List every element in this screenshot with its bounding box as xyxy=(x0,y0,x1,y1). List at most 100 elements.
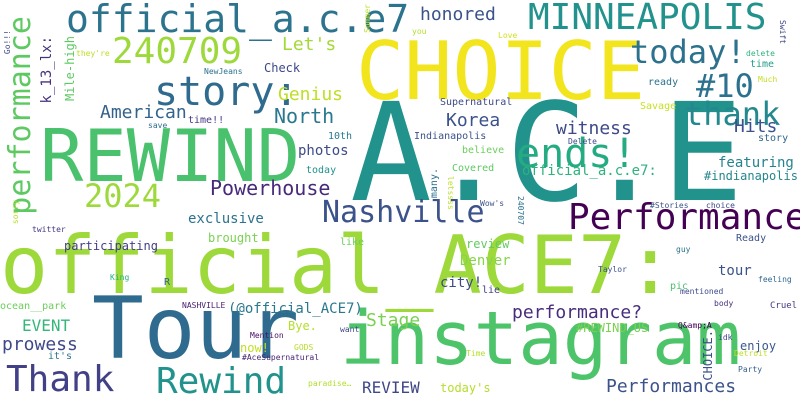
word: enjoy xyxy=(740,339,777,353)
word: feeling xyxy=(758,275,792,284)
word: idk xyxy=(718,333,733,342)
word: k_13_lx: xyxy=(39,36,55,104)
word: Rewind xyxy=(156,361,287,400)
word: Check xyxy=(264,61,301,75)
word: ends! xyxy=(516,131,637,177)
word: Bye. xyxy=(288,319,317,333)
word: Q&amp;A xyxy=(678,321,712,330)
word: R xyxy=(164,277,171,288)
word: today xyxy=(306,165,337,176)
word: photos xyxy=(298,143,349,159)
word: Mile-high xyxy=(63,36,77,102)
word: #Stories xyxy=(650,201,689,210)
word: choice xyxy=(706,201,735,210)
word: Mention xyxy=(250,331,284,340)
word: Stage xyxy=(366,310,421,331)
word: Summer xyxy=(363,4,372,33)
word: official_ACE7: xyxy=(0,219,675,312)
word: want xyxy=(340,325,360,334)
word: Time xyxy=(466,349,486,358)
word: story xyxy=(758,133,789,144)
word: 2024 xyxy=(84,177,162,215)
word: Indianapolis xyxy=(414,131,487,142)
word: body xyxy=(714,299,734,308)
word: #10 xyxy=(696,67,754,105)
word: CHOICE. xyxy=(701,330,715,381)
word: paradise… xyxy=(308,379,352,388)
word: 240707 xyxy=(516,196,525,225)
word: featuring xyxy=(718,155,794,171)
word: time xyxy=(750,59,775,70)
word: Tour xyxy=(92,279,300,379)
word: EVENT xyxy=(22,316,71,335)
word: NASHVILLE xyxy=(182,301,226,310)
word: Wow's xyxy=(480,199,505,208)
word: Genius xyxy=(278,84,344,105)
word: Nashville xyxy=(322,195,485,230)
word: (@official_ACE7) xyxy=(228,301,363,317)
word: Korea xyxy=(446,110,501,131)
word: believe xyxy=(462,145,505,156)
word: ready xyxy=(648,77,679,88)
word: lie xyxy=(482,285,501,296)
word: #REWIND_US xyxy=(576,321,649,335)
word: brought xyxy=(208,231,259,245)
word: guy xyxy=(676,245,691,254)
word: today's xyxy=(440,381,491,395)
word: Let's xyxy=(282,34,337,55)
word: ocean__park xyxy=(0,301,67,312)
word: today! xyxy=(630,33,746,71)
word: Detroit xyxy=(734,349,768,358)
word: North xyxy=(274,104,335,128)
word: Delete xyxy=(568,137,597,146)
word: pic xyxy=(670,281,689,292)
word: Party xyxy=(738,365,763,374)
word: witness xyxy=(556,118,632,139)
word: NewJeans xyxy=(204,67,243,76)
word: 10th xyxy=(328,131,353,142)
word: you xyxy=(412,27,427,36)
word: 240709 xyxy=(112,31,243,72)
word: tour xyxy=(718,263,752,279)
word: Supernatural xyxy=(440,97,513,108)
word: MINNEAPOLIS xyxy=(528,0,767,38)
word: Thank xyxy=(6,359,115,400)
word: Denver xyxy=(460,253,511,269)
word: Much xyxy=(758,75,778,84)
word: mentioned xyxy=(680,287,724,296)
word: letssss xyxy=(446,176,455,210)
word: exclusive xyxy=(188,211,264,227)
word: Swift xyxy=(778,20,787,45)
word: Taylor xyxy=(598,265,627,274)
word: twitter xyxy=(32,225,66,234)
word: GODS xyxy=(294,343,314,352)
word: Performances xyxy=(606,376,737,397)
word: now! xyxy=(240,341,269,355)
word: A.C.E xyxy=(350,75,743,233)
word: Cruel xyxy=(770,301,798,311)
word: save xyxy=(148,121,168,130)
word: city! xyxy=(440,275,483,291)
word: REWIND xyxy=(40,114,301,198)
word: #indianapolis xyxy=(704,169,798,183)
word: REVIEW xyxy=(362,378,420,397)
word: time!! xyxy=(188,115,225,126)
word: #AceSupernatural xyxy=(242,353,320,362)
word: official_a.c.e7: xyxy=(522,163,657,179)
word: delete xyxy=(746,49,775,58)
word: thank xyxy=(684,95,781,133)
word: review xyxy=(466,237,510,251)
word: it's xyxy=(48,351,73,362)
word: Performance xyxy=(568,197,800,238)
word: Covered xyxy=(452,163,495,174)
word: like xyxy=(340,237,365,248)
word: American xyxy=(100,102,187,123)
word: participating xyxy=(64,239,158,253)
word: Powerhouse xyxy=(210,176,331,200)
word: sorry xyxy=(11,200,20,225)
word: CHOICE xyxy=(356,25,645,118)
word: Hits xyxy=(734,116,778,137)
word: many. xyxy=(429,168,440,199)
word: they're xyxy=(76,49,110,58)
